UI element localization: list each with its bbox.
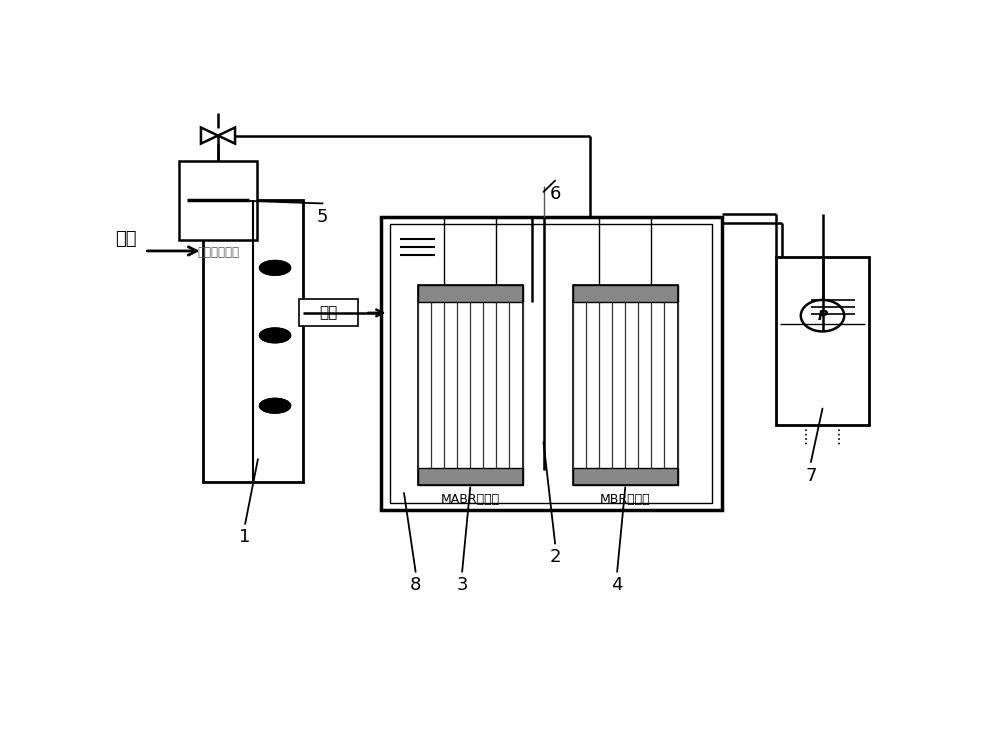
Text: 3: 3 [456,576,468,594]
Polygon shape [260,260,291,268]
Bar [179,161,257,240]
Bar [299,300,358,326]
Polygon shape [260,268,291,275]
Text: MBR膜组件: MBR膜组件 [600,493,651,506]
Polygon shape [260,268,291,275]
Bar [390,224,712,503]
Polygon shape [260,336,291,343]
Bar [573,285,678,302]
Bar [381,217,722,510]
Polygon shape [260,406,291,413]
Bar [573,285,678,485]
Text: MABR膜组件: MABR膜组件 [441,493,500,506]
Polygon shape [260,398,291,406]
Text: 1: 1 [239,529,251,547]
Text: 4: 4 [611,576,623,594]
Text: 6: 6 [549,185,561,203]
Text: 7: 7 [805,466,817,485]
Bar [776,257,869,425]
Bar [418,468,523,485]
Bar [573,468,678,485]
Text: 空气压缩装置: 空气压缩装置 [197,246,239,260]
Text: 2: 2 [549,548,561,566]
Polygon shape [260,328,291,336]
Polygon shape [260,328,291,336]
Polygon shape [260,260,291,268]
Text: P: P [817,308,828,322]
Text: 进水: 进水 [115,230,137,248]
Bar [418,285,523,485]
Polygon shape [260,406,291,413]
Polygon shape [260,398,291,406]
Text: 8: 8 [410,576,421,594]
Bar [418,285,523,302]
Polygon shape [260,336,291,343]
Text: 出水: 出水 [319,306,338,320]
Text: 5: 5 [317,208,328,226]
Bar [202,200,303,482]
